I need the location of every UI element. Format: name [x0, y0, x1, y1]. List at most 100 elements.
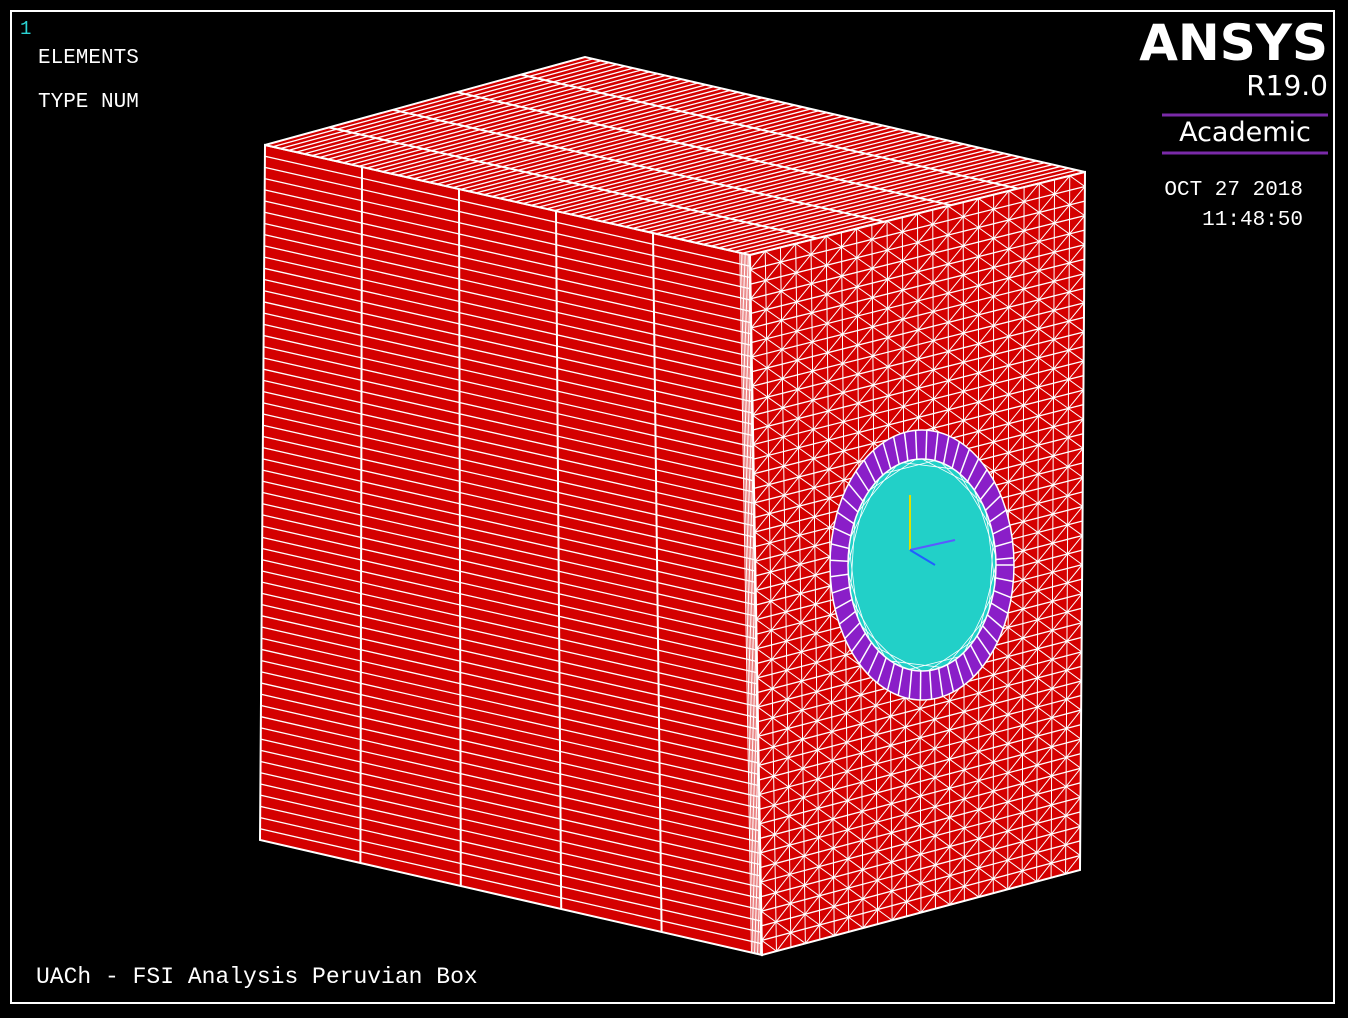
right-face-mesh-line: [758, 746, 774, 766]
right-face-mesh-line: [861, 752, 877, 765]
right-face-mesh-line: [782, 407, 799, 420]
right-face-mesh-line: [890, 697, 906, 717]
right-face-mesh-line: [978, 703, 994, 723]
right-face-mesh-line: [768, 465, 785, 485]
top-face-mesh-line: [405, 89, 731, 178]
right-face-mesh-line: [872, 384, 889, 397]
right-face-mesh-line: [963, 809, 980, 829]
top-face-mesh-line: [444, 99, 771, 187]
right-face-mesh-line: [782, 359, 798, 379]
right-face-mesh-line: [890, 784, 907, 805]
right-face-mesh-line: [993, 237, 1010, 250]
top-face-mesh-line: [303, 65, 626, 155]
right-face-mesh-line: [811, 294, 828, 314]
right-face-mesh-line: [814, 545, 831, 558]
time: 11:48:50: [1202, 209, 1303, 232]
right-face-mesh-line: [948, 380, 964, 392]
right-face-mesh-line: [1023, 288, 1040, 301]
right-face-mesh-line: [920, 864, 936, 884]
right-face-mesh-line: [905, 784, 921, 797]
front-face-mesh-line: [260, 693, 760, 809]
right-face-mesh-line: [1021, 870, 1037, 882]
right-face-mesh-line: [934, 777, 950, 789]
right-face-mesh-line: [978, 809, 994, 821]
right-face-mesh-line: [1022, 590, 1039, 610]
right-face-mesh-line: [920, 835, 936, 855]
right-face-mesh-line: [1053, 280, 1070, 293]
right-face-mesh-line: [887, 260, 903, 280]
right-face-mesh-line: [1007, 754, 1023, 774]
top-face-mesh-line: [663, 150, 997, 237]
fluid-mesh: [884, 460, 935, 474]
right-face-mesh-line: [918, 398, 934, 418]
right-face-mesh-line: [772, 746, 789, 759]
fluid-mesh: [978, 564, 997, 634]
right-face-mesh-line: [963, 314, 979, 334]
right-face-mesh-line: [875, 705, 891, 717]
right-face-mesh-line: [891, 872, 907, 892]
right-face-mesh-line: [766, 338, 783, 350]
right-face-mesh-line: [767, 407, 784, 427]
right-face-mesh-line: [800, 574, 816, 594]
right-face-mesh-line: [1037, 648, 1053, 660]
top-face-mesh-line: [530, 119, 860, 206]
right-face-mesh-line: [1021, 793, 1038, 814]
right-face-mesh-line: [934, 748, 950, 760]
right-face-mesh-line: [963, 692, 980, 712]
top-face-mesh-line: [554, 124, 884, 212]
right-face-mesh-line: [760, 881, 776, 894]
front-face-mesh-line: [263, 390, 755, 505]
fluid-mesh: [847, 496, 866, 566]
right-face-mesh-line: [782, 418, 799, 438]
right-face-mesh-line: [782, 389, 799, 409]
right-face-mesh-line: [765, 279, 782, 292]
right-face-mesh-line: [828, 439, 844, 452]
right-face-mesh-line: [917, 253, 934, 273]
right-face-mesh-line: [902, 377, 919, 389]
right-face-mesh-line: [752, 415, 769, 427]
right-face-mesh-line: [786, 680, 803, 700]
right-face-mesh-line: [963, 361, 979, 374]
right-face-mesh-line: [787, 728, 803, 740]
right-face-mesh-line: [949, 787, 965, 800]
right-face-mesh-line: [801, 709, 818, 722]
right-face-mesh-line: [993, 296, 1009, 308]
right-face-mesh-line: [873, 395, 889, 415]
right-face-mesh-line: [817, 749, 833, 762]
fluid-mesh: [909, 656, 960, 670]
right-face-mesh-line: [993, 383, 1009, 395]
right-face-mesh-line: [1037, 484, 1054, 504]
right-face-mesh-line: [1068, 291, 1085, 304]
right-face-mesh-line: [754, 531, 771, 544]
right-face-mesh-line: [1052, 582, 1068, 602]
right-face-mesh-line: [1051, 786, 1067, 806]
right-face-mesh-line: [949, 846, 965, 858]
right-face-mesh-line: [1038, 222, 1055, 242]
right-face-mesh-line: [842, 344, 859, 364]
right-face-mesh-line: [877, 909, 893, 921]
right-face-mesh-line: [933, 398, 949, 411]
right-face-mesh-line: [1065, 844, 1081, 856]
right-face-mesh-line: [759, 709, 1082, 796]
right-face-mesh-line: [949, 700, 965, 713]
right-face-mesh-line: [798, 487, 815, 507]
fluid-mesh: [848, 546, 859, 619]
right-face-mesh-line: [887, 308, 904, 320]
right-face-mesh-line: [920, 893, 936, 913]
right-face-mesh-line: [1022, 764, 1038, 784]
shell-ring-mesh: [976, 635, 991, 656]
right-face-mesh-line: [757, 735, 774, 748]
right-face-mesh-line: [785, 611, 802, 624]
right-face-mesh-line: [932, 263, 949, 283]
top-face-mesh-line: [350, 76, 674, 166]
right-face-mesh-line: [932, 311, 949, 323]
top-face-mesh-line: [577, 130, 908, 217]
front-face-mesh-line: [263, 346, 754, 459]
shell-ring-mesh: [928, 670, 933, 700]
right-face-mesh-line: [753, 502, 770, 515]
right-face-mesh-line: [918, 387, 934, 400]
right-face-mesh-line: [1008, 375, 1024, 395]
right-face-mesh-line: [1051, 717, 1067, 729]
right-face-mesh-line: [993, 470, 1009, 483]
right-face-mesh-line: [1008, 230, 1025, 250]
